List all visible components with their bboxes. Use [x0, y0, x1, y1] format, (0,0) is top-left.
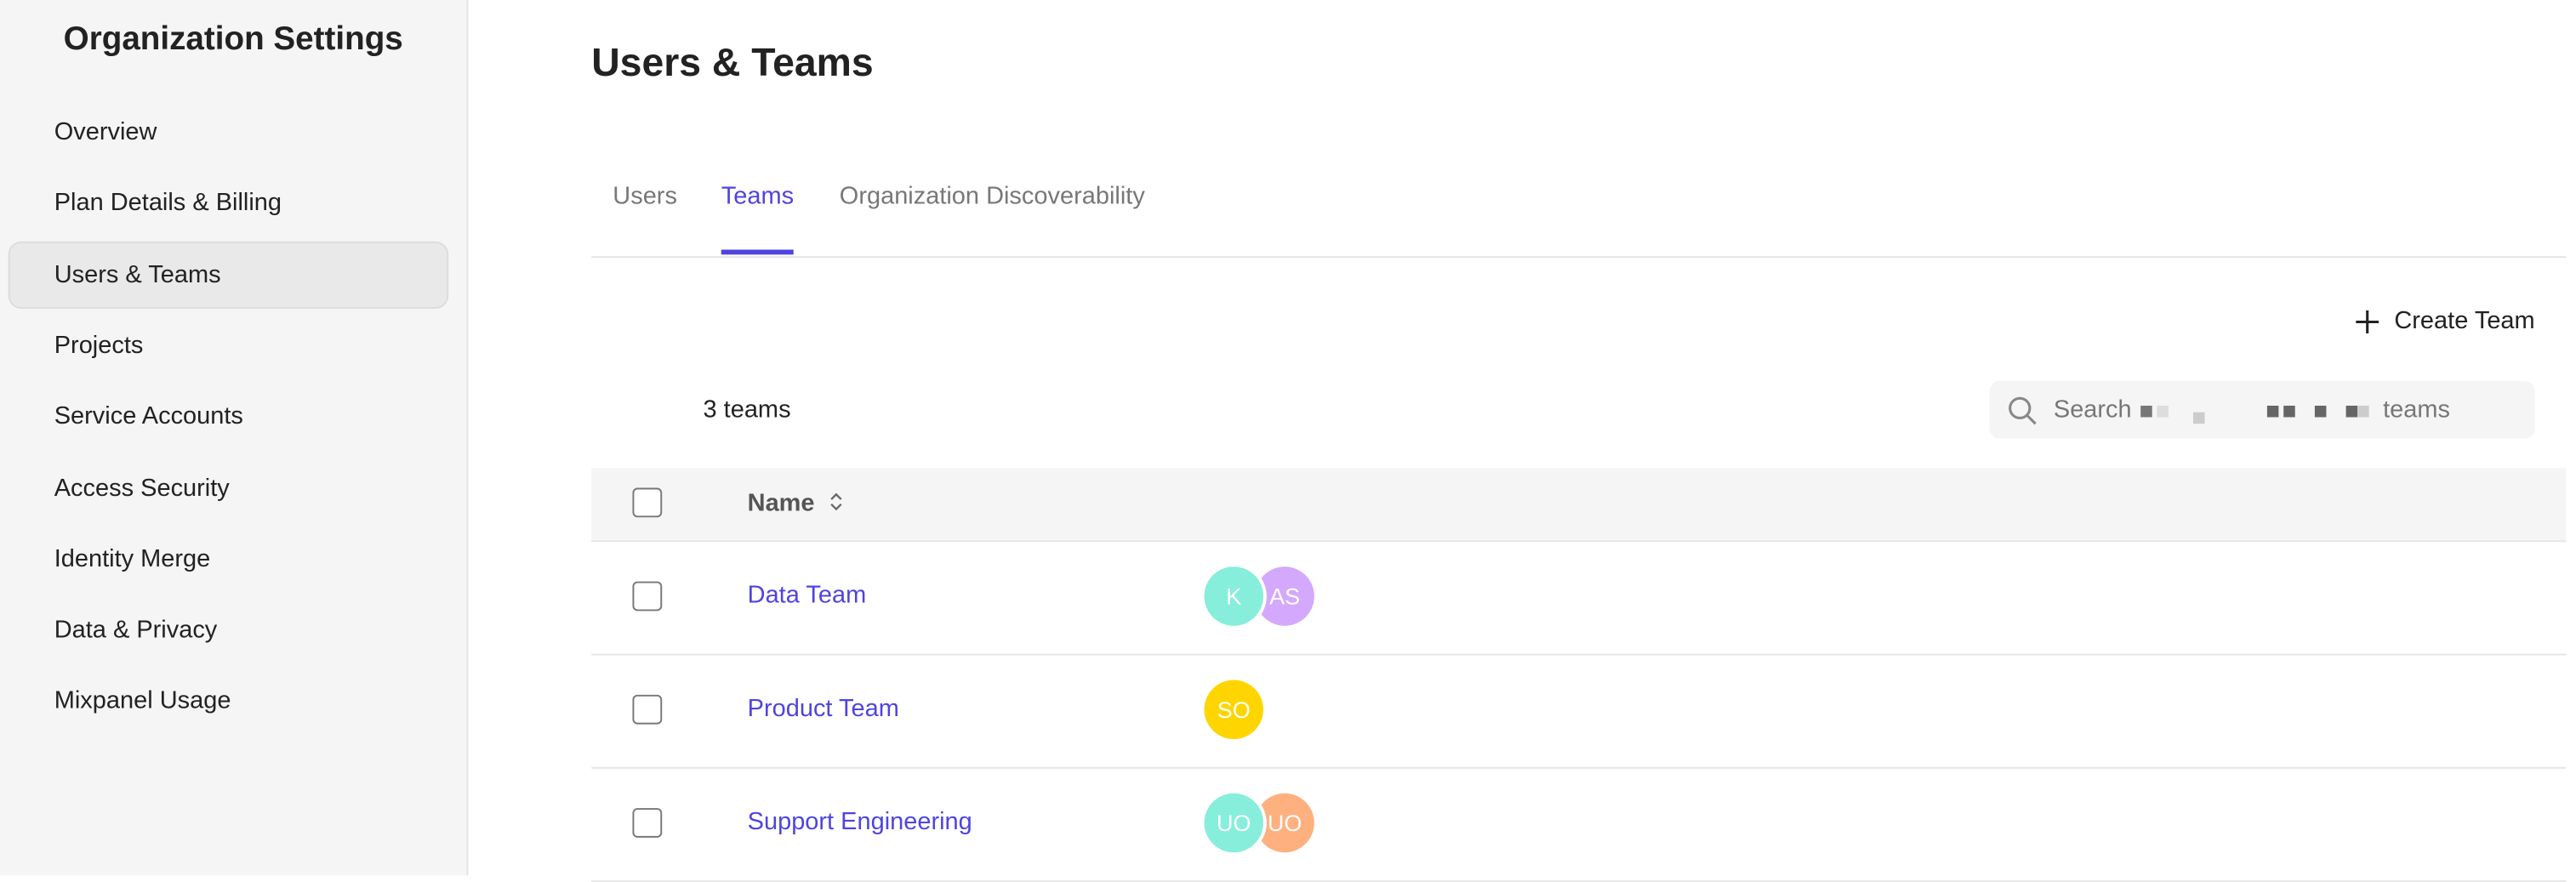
team-name-link[interactable]: Support Engineering: [747, 808, 972, 836]
table-row: Product Team SO: [591, 654, 2567, 769]
select-all-checkbox[interactable]: [632, 487, 663, 518]
search-input[interactable]: Search teams: [1989, 381, 2535, 439]
search-placeholder-prefix: Search: [2053, 395, 2132, 424]
tab-users[interactable]: Users: [613, 182, 677, 211]
sidebar-item-mixpanel-usage[interactable]: Mixpanel Usage: [54, 686, 231, 715]
search-icon: [2009, 395, 2037, 424]
row-checkbox[interactable]: [632, 808, 663, 838]
name-column-header[interactable]: Name: [748, 489, 843, 517]
member-avatar: UO: [1255, 793, 1314, 853]
table-row: Support Engineering UO UO: [591, 767, 2567, 882]
redacted-text: [2140, 395, 2373, 424]
plus-icon: [2356, 310, 2379, 333]
tab-bar: Users Teams Organization Discoverability: [591, 164, 2567, 259]
sidebar-item-plan-details-billing[interactable]: Plan Details & Billing: [54, 189, 282, 218]
table-header: Name: [591, 468, 2567, 543]
member-avatar: SO: [1204, 680, 1264, 739]
sort-icon: [830, 492, 842, 511]
sidebar-item-users-teams[interactable]: Users & Teams: [8, 241, 449, 309]
member-avatar: AS: [1255, 566, 1314, 626]
tab-teams[interactable]: Teams: [721, 182, 795, 255]
sidebar-item-projects[interactable]: Projects: [54, 331, 144, 360]
team-name-link[interactable]: Product Team: [747, 694, 899, 723]
table-row: Data Team AS K: [591, 540, 2567, 656]
row-checkbox[interactable]: [632, 581, 663, 612]
sidebar-item-data-privacy[interactable]: Data & Privacy: [54, 616, 218, 645]
sidebar-item-identity-merge[interactable]: Identity Merge: [54, 544, 211, 573]
team-name-link[interactable]: Data Team: [747, 581, 867, 610]
sidebar-item-overview[interactable]: Overview: [54, 118, 157, 146]
page-title: Users & Teams: [591, 41, 874, 86]
create-team-label: Create Team: [2394, 307, 2535, 335]
name-header-label: Name: [747, 489, 815, 518]
search-placeholder-suffix: teams: [2383, 395, 2451, 424]
sidebar-item-service-accounts[interactable]: Service Accounts: [54, 402, 243, 431]
create-team-button[interactable]: Create Team: [2356, 307, 2535, 335]
sidebar: Organization Settings Overview Plan Detai…: [0, 0, 469, 876]
team-count: 3 teams: [703, 395, 791, 424]
member-avatar: UO: [1204, 793, 1264, 853]
member-avatar: K: [1204, 566, 1264, 626]
row-checkbox[interactable]: [632, 694, 663, 725]
tab-organization-discoverability[interactable]: Organization Discoverability: [839, 182, 1145, 211]
sidebar-item-access-security[interactable]: Access Security: [54, 474, 230, 502]
sidebar-title: Organization Settings: [63, 21, 403, 58]
